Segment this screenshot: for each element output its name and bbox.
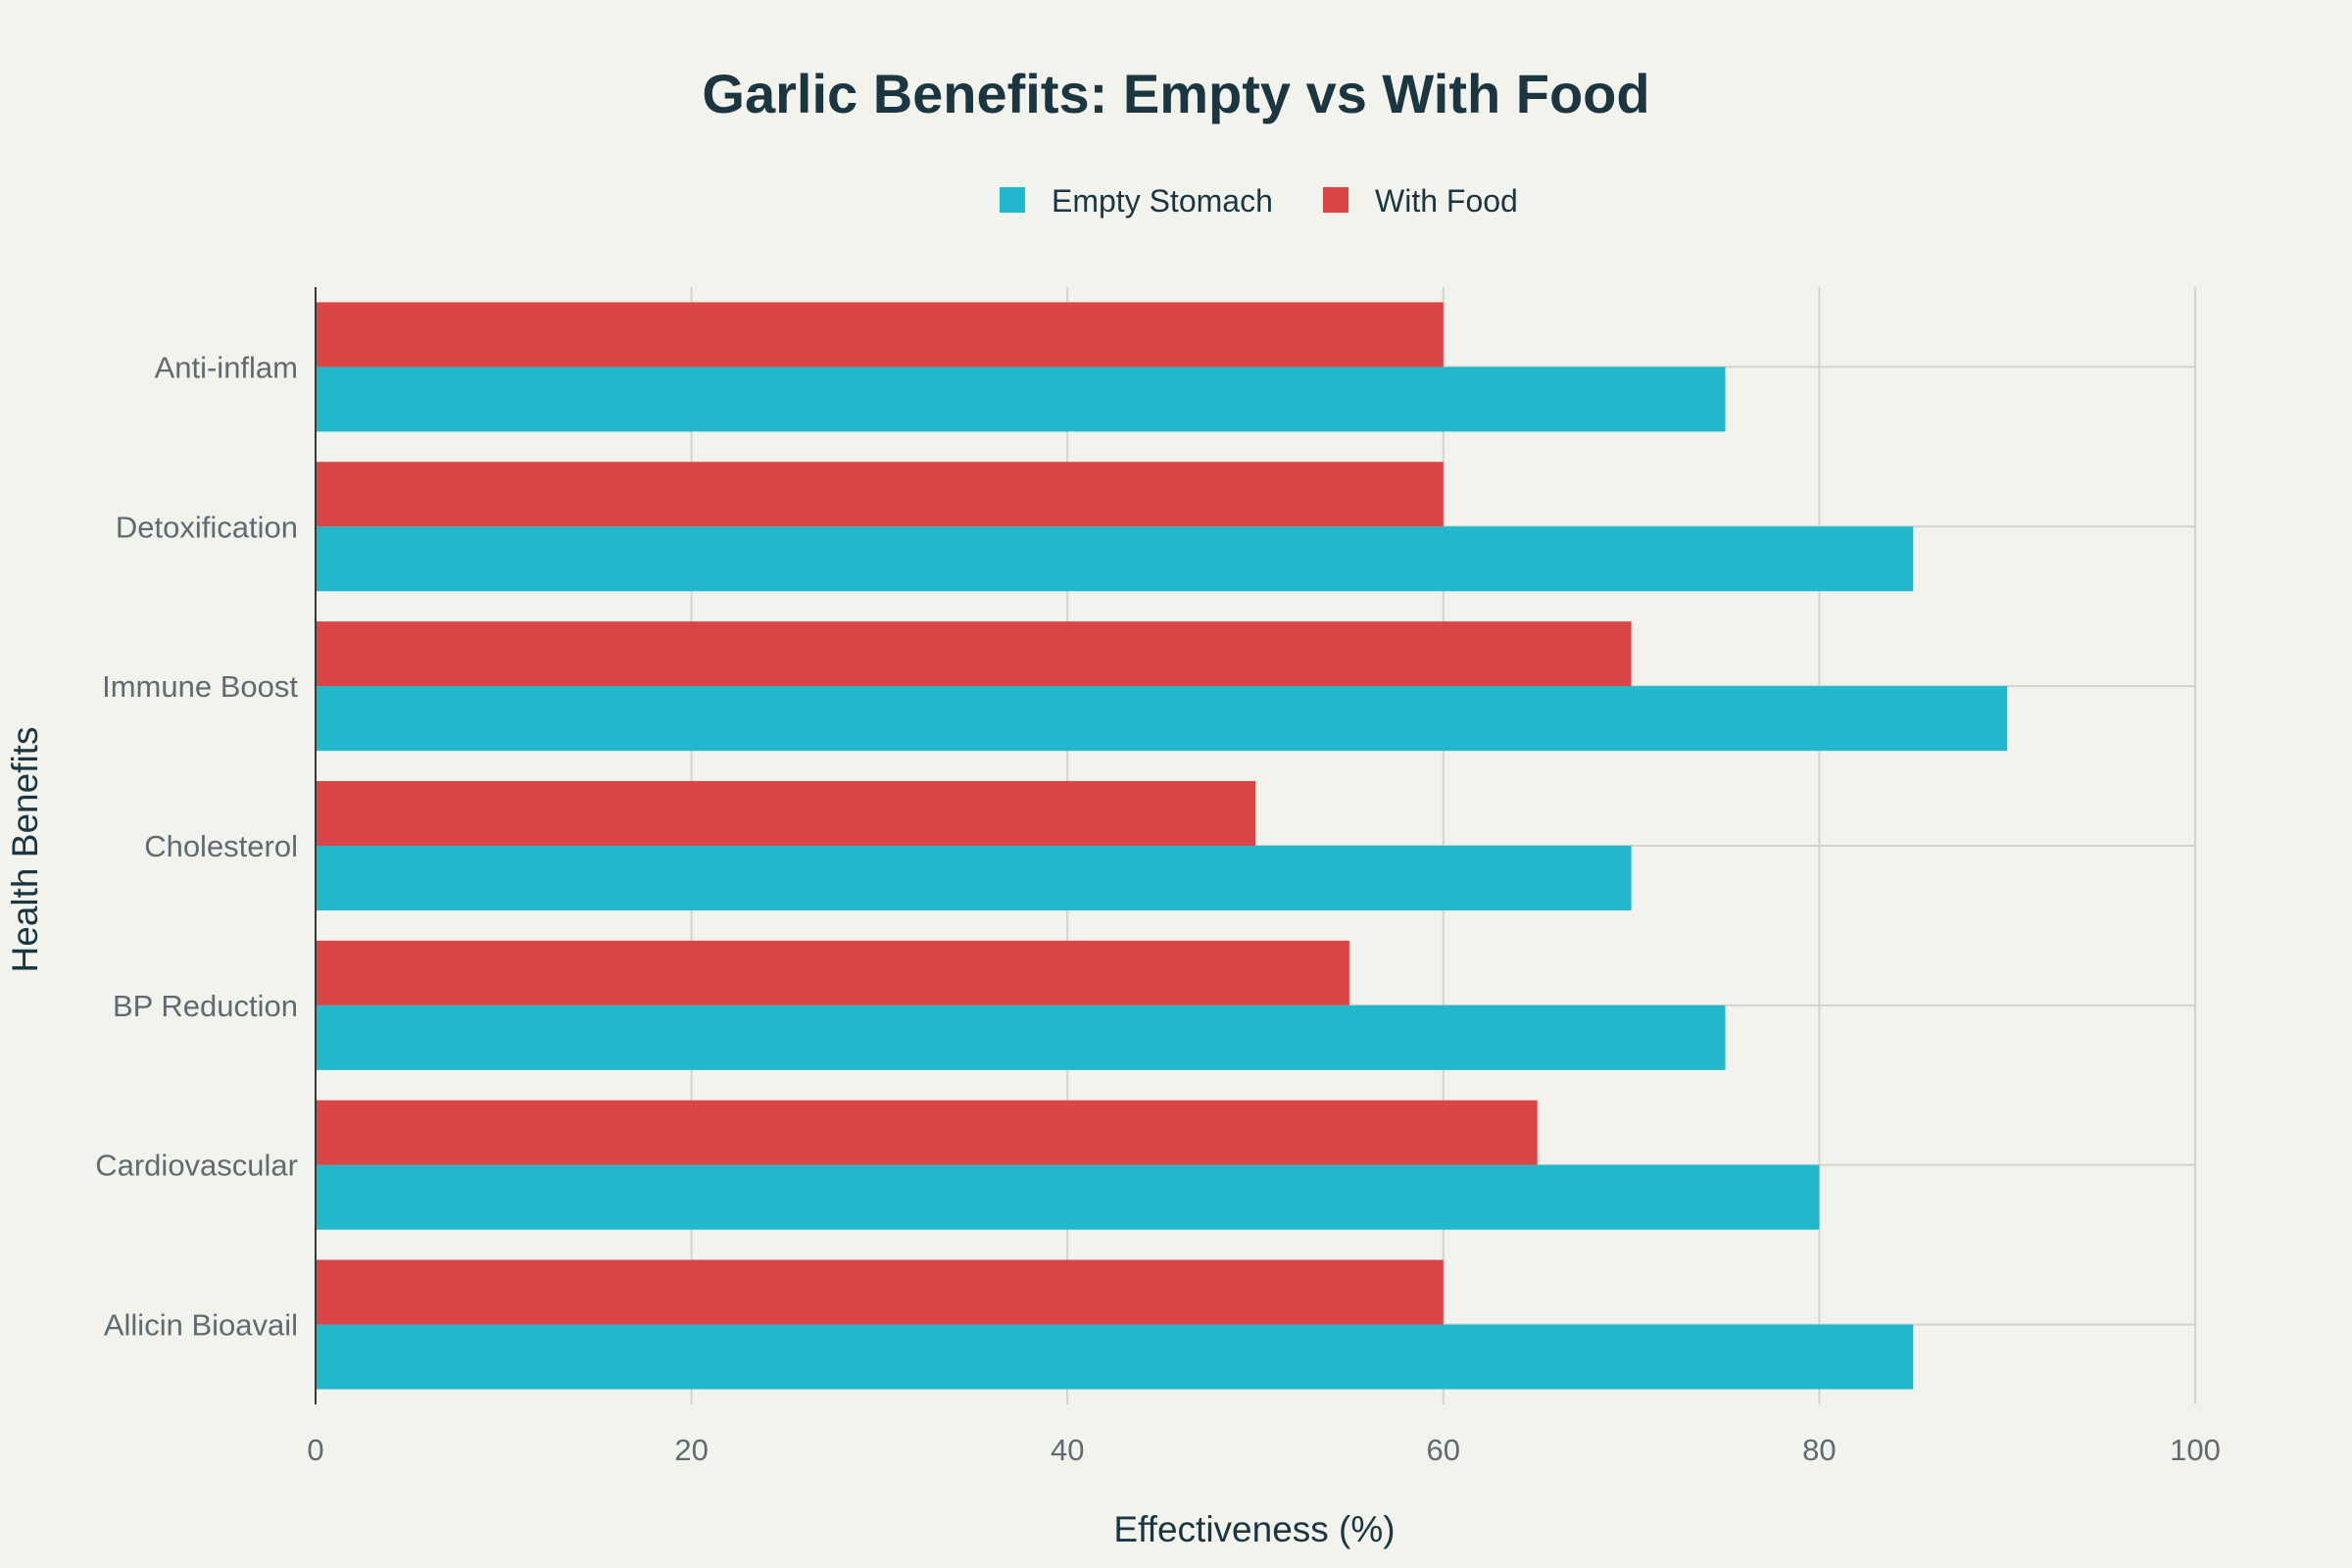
bar-empty-stomach	[316, 526, 1914, 592]
y-tick-label: Cholesterol	[144, 829, 298, 863]
legend-swatch-empty-stomach	[1000, 187, 1025, 213]
bar-empty-stomach	[316, 1164, 1820, 1230]
x-tick-label: 80	[1802, 1433, 1836, 1467]
y-tick-label: Allicin Bioavail	[104, 1308, 298, 1343]
bar-with-food	[316, 781, 1255, 846]
bar-with-food	[316, 302, 1444, 368]
x-axis-label: Effectiveness (%)	[1113, 1509, 1395, 1549]
x-tick-label: 0	[307, 1433, 323, 1467]
bar-with-food	[316, 1100, 1538, 1165]
legend: Empty Stomach With Food	[1000, 183, 1518, 219]
bar-with-food	[316, 1259, 1444, 1325]
bar-empty-stomach	[316, 1004, 1726, 1070]
x-tick-label: 60	[1427, 1433, 1460, 1467]
bar-empty-stomach	[316, 686, 2008, 752]
y-tick-label: Detoxification	[116, 510, 298, 544]
y-tick-label: Immune Boost	[102, 669, 298, 704]
chart-title: Garlic Benefits: Empty vs With Food	[702, 63, 1649, 124]
y-axis-label: Health Benefits	[5, 727, 45, 973]
bar-with-food	[316, 621, 1632, 687]
bar-with-food	[316, 462, 1444, 527]
bar-with-food	[316, 940, 1349, 1005]
x-tick-label: 100	[2170, 1433, 2221, 1467]
x-tick-label: 40	[1051, 1433, 1084, 1467]
bar-empty-stomach	[316, 846, 1632, 910]
bar-empty-stomach	[316, 367, 1726, 432]
y-tick-label: Anti-inflam	[155, 350, 298, 384]
bar-empty-stomach	[316, 1324, 1914, 1390]
legend-label-empty-stomach: Empty Stomach	[1052, 183, 1273, 219]
legend-swatch-with-food	[1323, 187, 1348, 213]
plot-area: 0 20 40 60 80 100 Allicin Bioavail Cardiovascul…	[95, 287, 2221, 1467]
x-tick-label: 20	[674, 1433, 708, 1467]
y-tick-label: BP Reduction	[113, 989, 298, 1023]
legend-label-with-food: With Food	[1375, 183, 1518, 219]
y-tick-label: Cardiovascular	[95, 1149, 298, 1183]
